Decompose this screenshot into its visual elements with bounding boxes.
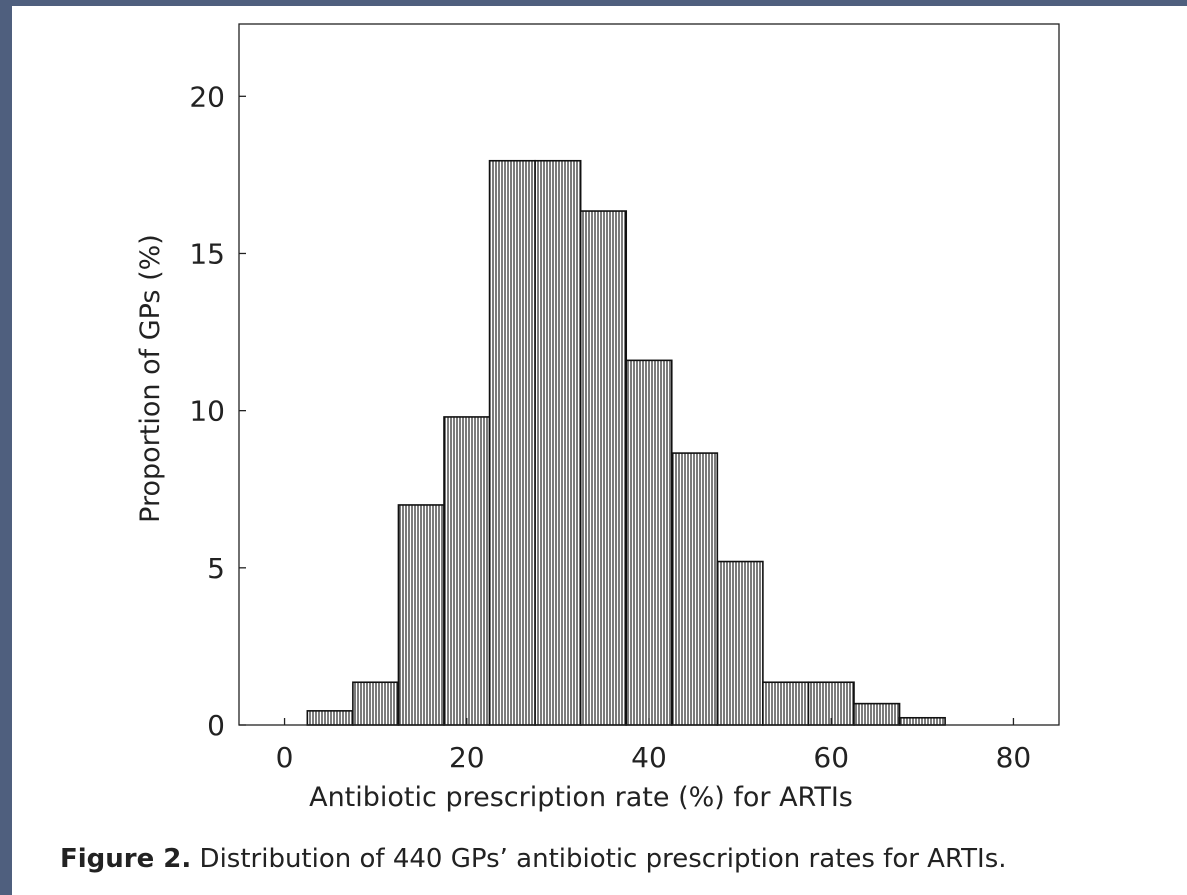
bars-layer (306, 159, 946, 726)
histogram-chart: 0 20 40 60 80 0 5 10 15 20 Antibiotic prescripti… (135, 23, 1060, 813)
x-tick-label: 60 (813, 741, 849, 774)
y-tick-label: 0 (207, 709, 225, 742)
x-tick-label: 40 (631, 741, 667, 774)
histogram-bar-5 (488, 159, 536, 726)
histogram-bar-14 (898, 716, 946, 726)
histogram-bar-13 (853, 702, 901, 726)
figure-caption: Figure 2. Distribution of 440 GPs’ antib… (60, 844, 1007, 874)
histogram-bar-4 (443, 416, 491, 726)
x-axis: 0 20 40 60 80 (276, 718, 1032, 774)
figure-page: 0 20 40 60 80 0 5 10 15 20 Antibiotic prescripti… (12, 6, 1187, 895)
histogram-bar-2 (352, 681, 400, 726)
histogram-bar-7 (579, 210, 628, 726)
figure-caption-text: Distribution of 440 GPs’ antibiotic pres… (199, 844, 1007, 874)
x-tick-label: 20 (449, 741, 485, 774)
histogram-bar-9 (670, 452, 719, 726)
y-tick-label: 15 (189, 237, 225, 270)
figure-caption-label: Figure 2. (60, 844, 192, 874)
histogram-bar-1 (306, 710, 354, 726)
x-tick-label: 80 (996, 741, 1032, 774)
x-axis-label: Antibiotic prescription rate (%) for ART… (309, 782, 853, 813)
histogram-bar-8 (625, 359, 673, 726)
histogram-bar-11 (762, 681, 810, 726)
y-axis-label: Proportion of GPs (%) (135, 234, 166, 523)
y-tick-label: 5 (207, 552, 225, 585)
histogram-bar-3 (397, 504, 445, 726)
y-tick-label: 20 (189, 80, 225, 113)
x-tick-label: 0 (276, 741, 294, 774)
y-tick-label: 10 (189, 395, 225, 428)
histogram-bar-6 (534, 159, 582, 726)
histogram-bar-12 (807, 681, 855, 726)
histogram-bar-10 (716, 560, 764, 726)
y-axis: 0 5 10 15 20 (189, 80, 246, 742)
